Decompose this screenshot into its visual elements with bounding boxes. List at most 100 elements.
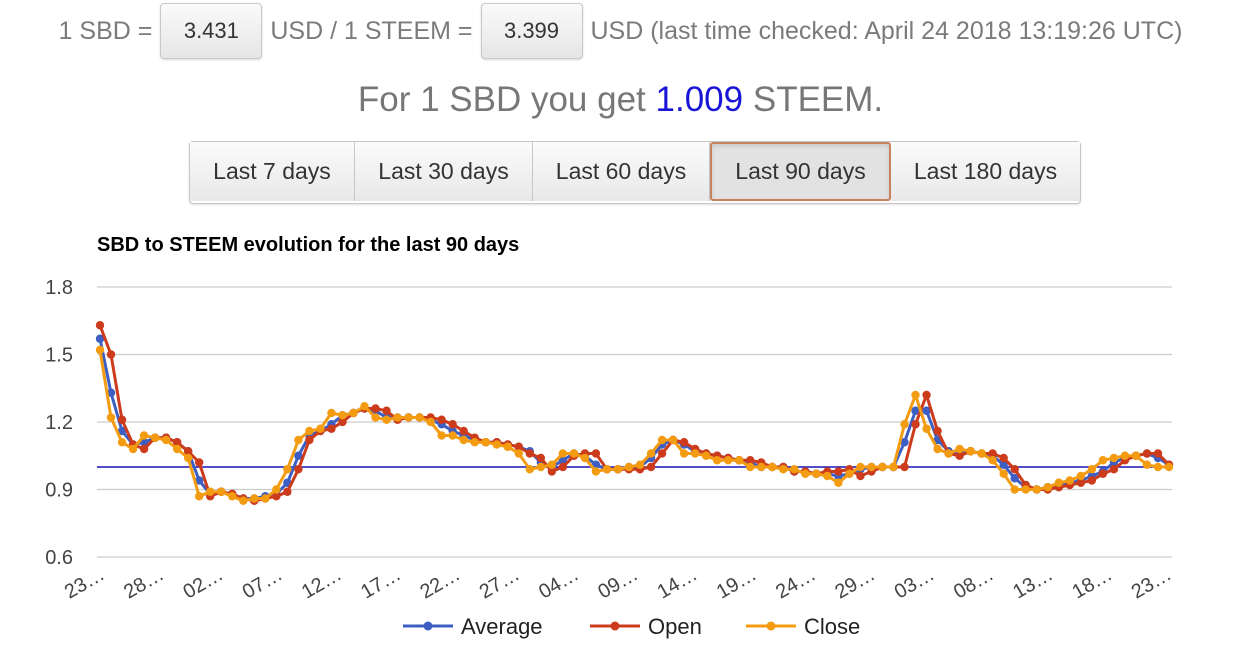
data-point-close[interactable] xyxy=(316,424,325,433)
data-point-open[interactable] xyxy=(900,462,909,472)
data-point-close[interactable] xyxy=(415,413,424,422)
data-point-close[interactable] xyxy=(1098,456,1108,465)
data-point-open[interactable] xyxy=(955,451,964,460)
data-point-close[interactable] xyxy=(1010,485,1019,494)
data-point-close[interactable] xyxy=(558,449,568,458)
data-point-close[interactable] xyxy=(624,462,634,472)
data-point-close[interactable] xyxy=(657,435,667,445)
range-180-days-button[interactable]: Last 180 days xyxy=(891,142,1080,201)
data-point-close[interactable] xyxy=(492,440,501,449)
steem-usd-price-box[interactable]: 3.399 xyxy=(480,3,583,59)
range-90-days-button[interactable]: Last 90 days xyxy=(710,142,891,201)
data-point-close[interactable] xyxy=(117,438,127,447)
data-point-close[interactable] xyxy=(183,453,193,463)
data-point-close[interactable] xyxy=(1043,483,1052,492)
legend-item-average[interactable]: Average xyxy=(403,614,543,639)
data-point-close[interactable] xyxy=(525,465,535,474)
data-point-close[interactable] xyxy=(790,465,799,474)
data-point-open[interactable] xyxy=(459,426,468,436)
data-point-close[interactable] xyxy=(900,420,909,429)
data-point-close[interactable] xyxy=(349,408,358,418)
data-point-open[interactable] xyxy=(95,321,105,330)
data-point-open[interactable] xyxy=(1142,449,1152,458)
data-point-close[interactable] xyxy=(228,492,237,501)
data-point-open[interactable] xyxy=(305,435,314,445)
data-point-average[interactable] xyxy=(95,334,105,343)
data-point-open[interactable] xyxy=(338,417,347,427)
data-point-close[interactable] xyxy=(1153,462,1163,472)
data-point-close[interactable] xyxy=(757,462,766,472)
data-point-close[interactable] xyxy=(338,411,347,420)
data-point-close[interactable] xyxy=(746,462,755,472)
data-point-close[interactable] xyxy=(294,435,303,445)
data-point-close[interactable] xyxy=(1164,462,1174,472)
data-point-close[interactable] xyxy=(481,438,490,447)
data-point-close[interactable] xyxy=(1109,453,1119,463)
data-point-average[interactable] xyxy=(194,476,204,485)
data-point-open[interactable] xyxy=(856,471,865,481)
data-point-close[interactable] xyxy=(845,469,854,478)
data-point-close[interactable] xyxy=(261,494,270,503)
data-point-close[interactable] xyxy=(591,467,601,476)
data-point-open[interactable] xyxy=(382,406,391,415)
data-point-close[interactable] xyxy=(933,444,942,454)
data-point-close[interactable] xyxy=(580,453,590,463)
data-point-close[interactable] xyxy=(172,444,182,454)
data-point-close[interactable] xyxy=(206,487,215,496)
chart-legend[interactable]: Average Open Close xyxy=(403,614,860,639)
data-point-close[interactable] xyxy=(1131,451,1141,460)
data-point-average[interactable] xyxy=(999,460,1008,469)
data-point-open[interactable] xyxy=(999,453,1008,463)
data-point-close[interactable] xyxy=(734,456,744,465)
data-point-close[interactable] xyxy=(966,447,975,456)
data-point-open[interactable] xyxy=(194,458,204,467)
data-point-close[interactable] xyxy=(955,444,964,454)
data-point-close[interactable] xyxy=(1120,451,1130,460)
data-point-close[interactable] xyxy=(679,449,689,458)
data-point-open[interactable] xyxy=(1010,465,1019,474)
data-point-average[interactable] xyxy=(922,406,931,415)
data-point-close[interactable] xyxy=(801,469,810,478)
data-point-close[interactable] xyxy=(988,456,997,465)
data-point-close[interactable] xyxy=(448,431,457,440)
data-point-close[interactable] xyxy=(723,456,733,465)
data-point-close[interactable] xyxy=(834,478,843,487)
data-point-close[interactable] xyxy=(536,462,546,472)
data-point-close[interactable] xyxy=(382,415,391,424)
data-point-open[interactable] xyxy=(117,415,127,424)
data-point-open[interactable] xyxy=(657,449,667,458)
data-point-close[interactable] xyxy=(701,451,711,460)
data-point-open[interactable] xyxy=(646,462,656,472)
data-point-open[interactable] xyxy=(139,444,149,454)
data-point-average[interactable] xyxy=(911,406,920,415)
data-point-open[interactable] xyxy=(371,404,380,413)
data-point-open[interactable] xyxy=(183,447,193,456)
data-point-close[interactable] xyxy=(779,465,788,474)
data-point-close[interactable] xyxy=(668,435,678,445)
data-point-close[interactable] xyxy=(1142,460,1152,469)
data-point-close[interactable] xyxy=(305,426,314,436)
data-point-average[interactable] xyxy=(558,456,568,465)
data-point-close[interactable] xyxy=(690,449,700,458)
data-point-close[interactable] xyxy=(459,435,468,445)
legend-item-open[interactable]: Open xyxy=(590,614,702,639)
data-point-close[interactable] xyxy=(547,460,557,469)
data-point-open[interactable] xyxy=(1109,465,1119,474)
data-point-open[interactable] xyxy=(933,426,942,436)
data-point-open[interactable] xyxy=(1153,449,1163,458)
data-point-close[interactable] xyxy=(128,444,138,454)
data-point-close[interactable] xyxy=(646,449,656,458)
sbd-usd-price-box[interactable]: 3.431 xyxy=(160,3,263,59)
data-point-average[interactable] xyxy=(106,388,116,397)
data-point-open[interactable] xyxy=(514,442,523,451)
data-point-close[interactable] xyxy=(503,442,512,451)
data-point-close[interactable] xyxy=(999,469,1008,478)
data-point-open[interactable] xyxy=(591,449,601,458)
data-point-close[interactable] xyxy=(426,417,435,427)
data-point-open[interactable] xyxy=(679,438,689,447)
data-point-close[interactable] xyxy=(635,460,645,469)
data-point-close[interactable] xyxy=(1087,465,1097,474)
data-point-close[interactable] xyxy=(922,424,931,433)
data-point-close[interactable] xyxy=(812,469,821,478)
data-point-close[interactable] xyxy=(371,413,380,422)
